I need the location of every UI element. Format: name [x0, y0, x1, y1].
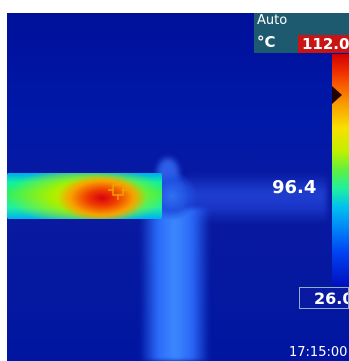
- min-temp-value: 26.0: [314, 289, 348, 308]
- info-panel: Auto °C 112.0: [254, 13, 349, 53]
- max-temp-value: 112.0: [302, 35, 349, 53]
- hot-pipe-region: [7, 173, 162, 219]
- spot-temp-value: 96.4: [272, 177, 317, 198]
- scale-marker-icon: [332, 86, 342, 104]
- max-temp-box: 112.0: [298, 35, 349, 53]
- timestamp: 17:15:00: [289, 345, 348, 360]
- vertical-pipe-region: [140, 208, 210, 361]
- thermal-image-view[interactable]: [7, 13, 349, 361]
- min-temp-box: 26.0: [299, 287, 349, 309]
- mode-label[interactable]: Auto: [257, 13, 288, 28]
- unit-label: °C: [257, 33, 276, 51]
- crosshair-icon[interactable]: [108, 180, 128, 200]
- color-scale-bar: [332, 54, 349, 286]
- right-pipe-region: [187, 173, 327, 223]
